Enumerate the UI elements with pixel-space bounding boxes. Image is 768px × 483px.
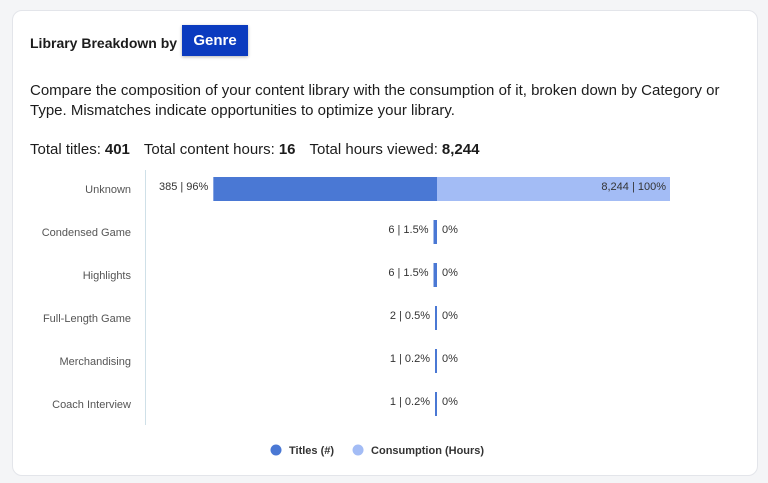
value-label: 385 | 96% xyxy=(159,181,209,193)
category-label: Coach Interview xyxy=(52,399,131,411)
total-label: Total titles: xyxy=(30,141,101,158)
total-value: 401 xyxy=(104,141,130,158)
description: Compare the composition of your content … xyxy=(30,82,720,119)
value-label: 0% xyxy=(442,224,458,236)
genre-dropdown[interactable]: Genre xyxy=(182,25,248,56)
total: Total content hours: 16 xyxy=(144,141,296,158)
value-label: 8,244 | 100% xyxy=(601,181,666,193)
bar xyxy=(213,177,437,201)
totals: Total titles: 401 Total content hours: 16 To… xyxy=(30,141,493,158)
legend-swatch xyxy=(270,444,282,456)
total-label: Total hours viewed: xyxy=(309,141,438,158)
value-label: 0% xyxy=(442,267,458,279)
category-label: Condensed Game xyxy=(42,227,131,239)
value-label: 6 | 1.5% xyxy=(388,267,428,279)
category-label: Unknown xyxy=(85,184,131,196)
value-label: 0% xyxy=(442,396,458,408)
bar xyxy=(435,349,437,373)
legend-label: Titles (#) xyxy=(289,445,334,457)
total-value: 8,244 xyxy=(441,141,480,158)
value-label: 1 | 0.2% xyxy=(390,353,430,365)
value-label: 6 | 1.5% xyxy=(388,224,428,236)
value-label: 1 | 0.2% xyxy=(390,396,430,408)
card-title: Library Breakdown by xyxy=(30,35,178,51)
total: Total titles: 401 xyxy=(30,141,130,158)
total-value: 16 xyxy=(278,141,296,158)
value-label: 0% xyxy=(442,310,458,322)
category-label: Highlights xyxy=(83,270,132,282)
category-label: Merchandising xyxy=(59,356,131,368)
bar xyxy=(433,263,437,287)
bar xyxy=(433,220,437,244)
legend-swatch xyxy=(352,444,364,456)
bar xyxy=(437,177,670,201)
legend-label: Consumption (Hours) xyxy=(371,445,484,457)
total-label: Total content hours: xyxy=(143,141,275,158)
value-label: 2 | 0.5% xyxy=(390,310,430,322)
bar xyxy=(435,392,437,416)
card: Library Breakdown by Genre Compare the c… xyxy=(12,10,758,476)
category-label: Full-Length Game xyxy=(43,313,131,325)
bar xyxy=(435,306,437,330)
total: Total hours viewed: 8,244 xyxy=(310,141,480,158)
value-label: 0% xyxy=(442,353,458,365)
